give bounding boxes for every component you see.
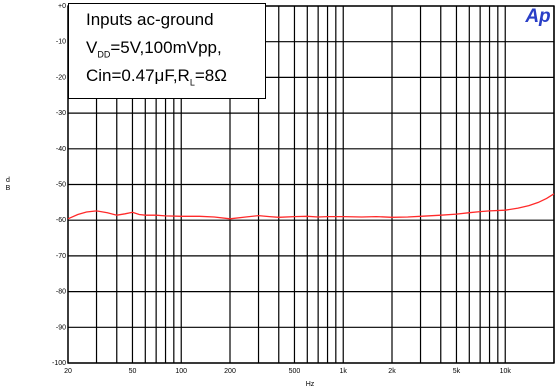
y-tick-label: -60 (56, 217, 66, 224)
annotation-line-3-prefix: Cin=0.47μF,R (86, 66, 190, 85)
y-tick-label: -30 (56, 110, 66, 117)
x-tick-label: 500 (289, 368, 301, 375)
y-tick-label: -50 (56, 182, 66, 189)
annotation-line-3-sub: L (189, 77, 195, 88)
annotation-line-3-rest: =8Ω (194, 66, 227, 85)
x-tick-label: 10k (500, 368, 512, 375)
x-tick-labels: 20 50 100 200 500 1k 2k 5k 10k (64, 368, 511, 375)
y-tick-label: -40 (56, 146, 66, 153)
plot-frame (67, 5, 555, 364)
y-tick-label: -20 (56, 74, 66, 81)
y-tick-label: -90 (56, 324, 66, 331)
y-tick-label: -10 (56, 39, 66, 46)
x-tick-label: 5k (453, 368, 461, 375)
x-tick-label: 20 (64, 368, 72, 375)
annotation-line-3: Cin=0.47μF,RL=8Ω (86, 66, 227, 87)
y-tick-label: -80 (56, 289, 66, 296)
y-axis-label: d (6, 177, 10, 184)
x-tick-label: 200 (224, 368, 236, 375)
y-tick-label: +0 (58, 3, 66, 10)
y-tick-label: -70 (56, 253, 66, 260)
annotation-line-2-rest: =5V,100mVpp, (110, 38, 222, 57)
x-tick-label: 2k (388, 368, 396, 375)
y-tick-label: -100 (52, 360, 66, 367)
series-line (67, 193, 555, 220)
x-tick-label: 100 (175, 368, 187, 375)
annotation-line-1: Inputs ac-ground (86, 10, 214, 29)
series-layer (67, 193, 555, 220)
x-tick-label: 50 (129, 368, 137, 375)
annotation-line-2-prefix: V (86, 38, 98, 57)
annotation-line-2: VDD=5V,100mVpp, (86, 38, 222, 59)
x-axis-label: Hz (306, 381, 315, 388)
annotation-box (68, 3, 266, 99)
ap-logo-text: Ap (524, 6, 550, 26)
y-axis-label: B (6, 185, 11, 192)
y-tick-labels: +0 -10 -20 -30 -40 -50 -60 -70 -80 -90 -100 (52, 3, 66, 367)
ap-logo: Ap (524, 6, 550, 26)
x-tick-label: 1k (340, 368, 348, 375)
annotation-line-2-sub: DD (97, 49, 111, 60)
